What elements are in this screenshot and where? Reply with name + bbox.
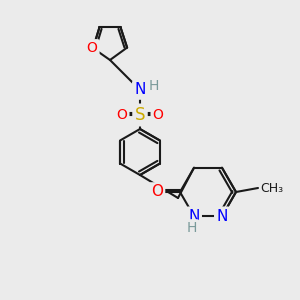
Text: H: H xyxy=(187,221,197,235)
Text: H: H xyxy=(149,79,159,93)
Text: O: O xyxy=(153,108,164,122)
Text: N: N xyxy=(134,82,146,98)
Text: O: O xyxy=(87,41,98,55)
Text: O: O xyxy=(117,108,128,122)
Text: S: S xyxy=(135,106,145,124)
Text: CH₃: CH₃ xyxy=(260,182,283,194)
Text: O: O xyxy=(151,184,163,200)
Text: N: N xyxy=(216,209,228,224)
Text: N: N xyxy=(188,209,200,224)
